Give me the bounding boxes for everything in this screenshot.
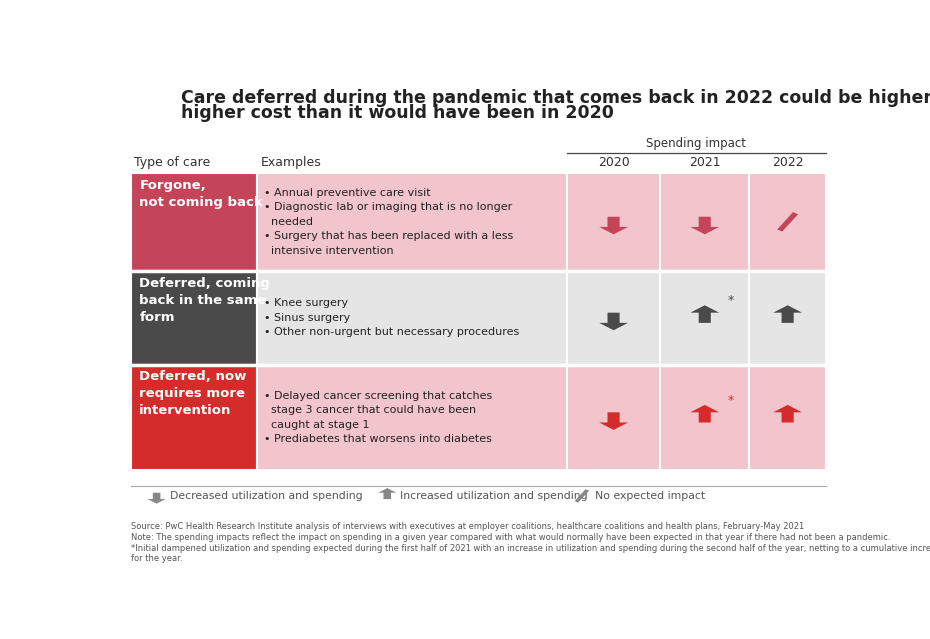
Text: Spending impact: Spending impact: [646, 137, 747, 150]
Text: Deferred, now
requires more
intervention: Deferred, now requires more intervention: [140, 371, 246, 417]
Polygon shape: [777, 212, 798, 231]
Text: • Knee surgery
• Sinus surgery
• Other non-urgent but necessary procedures: • Knee surgery • Sinus surgery • Other n…: [264, 298, 519, 337]
Text: Examples: Examples: [260, 157, 321, 169]
FancyBboxPatch shape: [749, 173, 826, 271]
Text: Source: PwC Health Research Institute analysis of interviews with executives at : Source: PwC Health Research Institute an…: [130, 522, 804, 531]
Text: Type of care: Type of care: [134, 157, 210, 169]
Text: Deferred, coming
back in the same
form: Deferred, coming back in the same form: [140, 277, 271, 324]
Polygon shape: [690, 305, 719, 323]
Polygon shape: [148, 493, 166, 504]
Text: 2022: 2022: [772, 157, 804, 169]
FancyBboxPatch shape: [660, 364, 749, 470]
FancyBboxPatch shape: [660, 271, 749, 364]
FancyBboxPatch shape: [257, 364, 566, 470]
Polygon shape: [690, 405, 719, 422]
FancyBboxPatch shape: [566, 364, 660, 470]
FancyBboxPatch shape: [749, 364, 826, 470]
Text: Note: The spending impacts reflect the impact on spending in a given year compar: Note: The spending impacts reflect the i…: [130, 533, 890, 542]
Text: Decreased utilization and spending: Decreased utilization and spending: [169, 491, 362, 501]
Text: Forgone,
not coming back: Forgone, not coming back: [140, 178, 263, 208]
FancyBboxPatch shape: [566, 173, 660, 271]
Polygon shape: [599, 217, 628, 235]
Polygon shape: [773, 305, 802, 323]
Text: *: *: [728, 294, 734, 307]
FancyBboxPatch shape: [749, 271, 826, 364]
Text: 2021: 2021: [689, 157, 721, 169]
FancyBboxPatch shape: [566, 271, 660, 364]
Polygon shape: [379, 488, 396, 499]
FancyBboxPatch shape: [130, 271, 257, 364]
Polygon shape: [690, 217, 719, 235]
Polygon shape: [599, 312, 628, 330]
Text: 2020: 2020: [598, 157, 630, 169]
Text: • Delayed cancer screening that catches
  stage 3 cancer that could have been
  : • Delayed cancer screening that catches …: [264, 391, 492, 444]
Polygon shape: [599, 412, 628, 430]
Text: *Initial dampened utilization and spending expected during the first half of 202: *Initial dampened utilization and spendi…: [130, 544, 930, 553]
Text: No expected impact: No expected impact: [595, 491, 705, 501]
Text: *: *: [728, 394, 734, 406]
Polygon shape: [575, 489, 589, 503]
Text: higher cost than it would have been in 2020: higher cost than it would have been in 2…: [181, 104, 614, 122]
FancyBboxPatch shape: [660, 173, 749, 271]
Polygon shape: [773, 405, 802, 422]
FancyBboxPatch shape: [130, 364, 257, 470]
Text: for the year.: for the year.: [130, 555, 182, 564]
Text: • Annual preventive care visit
• Diagnostic lab or imaging that is no longer
  n: • Annual preventive care visit • Diagnos…: [264, 188, 513, 256]
Text: Increased utilization and spending: Increased utilization and spending: [400, 491, 588, 501]
FancyBboxPatch shape: [257, 173, 566, 271]
FancyBboxPatch shape: [130, 173, 257, 271]
Text: Care deferred during the pandemic that comes back in 2022 could be higher acuity: Care deferred during the pandemic that c…: [181, 89, 930, 107]
FancyBboxPatch shape: [257, 271, 566, 364]
